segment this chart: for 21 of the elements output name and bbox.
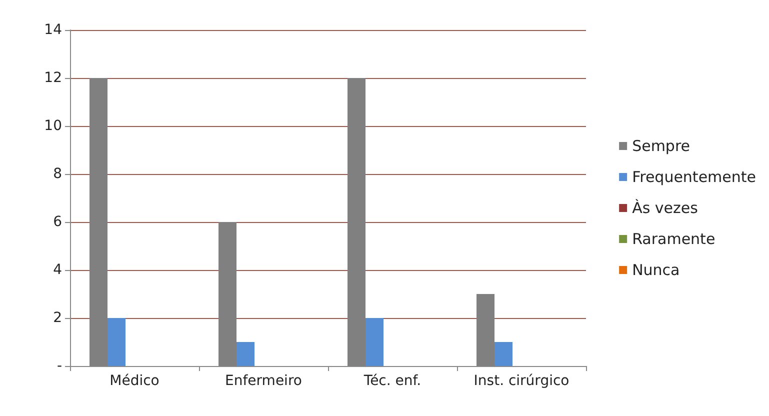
y-tick-label: 8 — [53, 166, 62, 182]
y-tick-label: 4 — [53, 262, 62, 278]
legend-label: Raramente — [632, 230, 716, 248]
y-tick-label: 10 — [44, 118, 62, 134]
y-tick-label: 14 — [44, 22, 62, 38]
legend-label: Nunca — [632, 261, 680, 279]
y-tick-label: 12 — [44, 70, 62, 86]
y-tick-label: - — [56, 358, 62, 374]
bar — [494, 342, 512, 366]
x-tick-label: Téc. enf. — [362, 373, 422, 389]
x-tick-label: Médico — [110, 373, 160, 389]
legend-label: Sempre — [632, 137, 690, 155]
x-tick-label: Enfermeiro — [225, 373, 302, 389]
bar — [366, 318, 384, 366]
legend-label: Frequentemente — [632, 168, 756, 186]
bar — [108, 318, 126, 366]
x-tick-label: Inst. cirúrgico — [474, 373, 570, 389]
legend-label: Às vezes — [632, 199, 698, 217]
y-tick-label: 6 — [53, 214, 62, 230]
y-tick-label: 2 — [53, 310, 62, 326]
bar — [236, 342, 254, 366]
